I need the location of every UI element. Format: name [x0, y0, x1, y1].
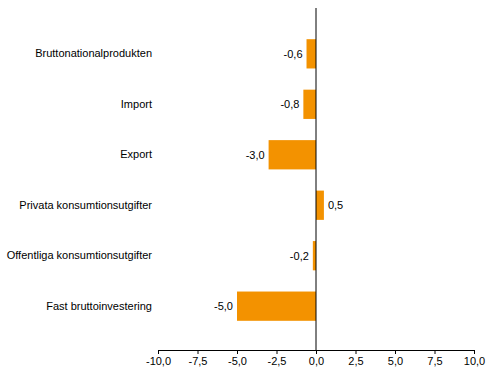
x-tick-label: -2,5	[268, 355, 287, 367]
y-tick: Privata konsumtionsutgifter	[19, 199, 152, 211]
x-tick: 7,5	[427, 350, 442, 367]
x-tick-mark	[395, 350, 396, 354]
x-tick-mark	[316, 350, 317, 354]
data-label: -3,0	[246, 149, 265, 161]
data-label: -0,2	[290, 250, 309, 262]
x-tick-mark	[198, 350, 199, 354]
x-tick-mark	[435, 350, 436, 354]
x-tick-label: 2,5	[348, 355, 363, 367]
y-tick: Import	[121, 98, 152, 110]
data-label: -0,8	[280, 98, 299, 110]
x-tick-label: -5,0	[228, 355, 247, 367]
category-label: Offentliga konsumtionsutgifter	[7, 249, 153, 261]
data-labels: -0,6 -0,8 -3,0 0,5 -0,2 -5,0	[214, 48, 343, 312]
x-tick: 5,0	[388, 350, 403, 367]
category-label: Fast bruttoinvestering	[46, 300, 152, 312]
bars	[237, 39, 324, 321]
x-tick-label: -10,0	[146, 355, 171, 367]
y-tick: Bruttonationalprodukten	[35, 47, 152, 59]
data-label: -0,6	[284, 48, 303, 60]
x-tick-label: -7,5	[189, 355, 208, 367]
x-tick-label: 5,0	[388, 355, 403, 367]
x-tick: -7,5	[189, 350, 208, 367]
category-label: Import	[121, 98, 152, 110]
x-tick-label: 0,0	[309, 355, 324, 367]
x-tick: -10,0	[146, 350, 171, 367]
y-tick: Fast bruttoinvestering	[46, 300, 152, 312]
bar	[316, 191, 324, 220]
bar	[237, 292, 316, 321]
x-tick-mark	[474, 350, 475, 354]
x-tick: 10,0	[464, 350, 485, 367]
x-axis: -10,0 -7,5 -5,0 -2,5 0,0 2,5 5,0 7,5 10,0	[146, 350, 485, 367]
bar	[307, 39, 316, 68]
x-tick-mark	[158, 350, 159, 354]
category-label: Bruttonationalprodukten	[35, 47, 152, 59]
category-label: Export	[120, 148, 152, 160]
bar	[303, 90, 316, 119]
bar	[269, 140, 316, 169]
x-tick-label: 7,5	[427, 355, 442, 367]
plot: -10,0 -7,5 -5,0 -2,5 0,0 2,5 5,0 7,5 10,0 Brutton…	[7, 8, 486, 367]
chart: -10,0 -7,5 -5,0 -2,5 0,0 2,5 5,0 7,5 10,0 Brutton…	[0, 0, 491, 378]
x-tick: 0,0	[309, 350, 324, 367]
y-tick: Export	[120, 148, 152, 160]
x-tick: 2,5	[348, 350, 363, 367]
x-tick-mark	[237, 350, 238, 354]
x-tick-mark	[277, 350, 278, 354]
x-tick-label: 10,0	[464, 355, 485, 367]
x-tick: -5,0	[228, 350, 247, 367]
x-tick: -2,5	[268, 350, 287, 367]
y-axis: Bruttonationalprodukten Import Export Priva…	[7, 47, 153, 311]
x-axis-line	[159, 351, 475, 355]
data-label: 0,5	[328, 199, 343, 211]
category-label: Privata konsumtionsutgifter	[19, 199, 152, 211]
zero-line	[316, 8, 317, 350]
data-label: -5,0	[214, 300, 233, 312]
x-tick-mark	[356, 350, 357, 354]
y-tick: Offentliga konsumtionsutgifter	[7, 249, 153, 261]
